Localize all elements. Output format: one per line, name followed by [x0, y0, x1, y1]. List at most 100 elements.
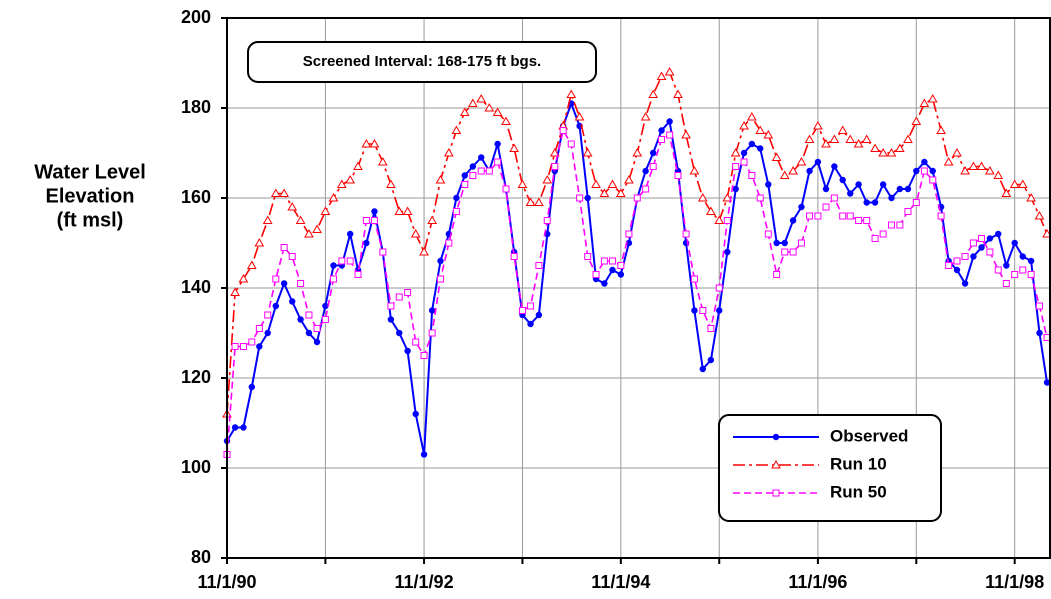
marker [377, 156, 388, 166]
y-axis-label: (ft msl) [57, 209, 124, 231]
marker [1011, 271, 1019, 278]
marker [336, 179, 347, 188]
marker [904, 208, 912, 215]
y-tick-label: 140 [181, 277, 211, 297]
marker [329, 275, 337, 283]
marker [649, 163, 657, 170]
marker [961, 280, 969, 287]
marker [494, 140, 501, 148]
marker [813, 120, 823, 130]
marker [689, 165, 700, 175]
marker [763, 129, 774, 139]
marker [492, 107, 503, 116]
marker [845, 134, 856, 143]
marker [427, 215, 438, 224]
marker [723, 217, 731, 224]
marker [338, 257, 346, 265]
marker [240, 424, 247, 431]
marker [985, 165, 995, 175]
marker [740, 149, 748, 157]
marker [354, 271, 362, 278]
marker [371, 208, 378, 215]
marker [779, 170, 790, 179]
marker [1036, 329, 1043, 337]
marker [739, 120, 749, 130]
marker [485, 167, 493, 175]
marker [615, 188, 626, 197]
marker [716, 307, 723, 314]
marker [412, 410, 419, 418]
marker [691, 307, 698, 314]
marker [246, 260, 257, 269]
marker [829, 134, 840, 143]
marker [952, 147, 962, 157]
marker [673, 89, 683, 98]
marker [379, 248, 387, 256]
marker [313, 325, 321, 332]
marker [821, 138, 831, 148]
marker [476, 93, 487, 103]
marker [831, 163, 838, 170]
marker [953, 266, 961, 274]
marker [231, 343, 239, 350]
annotation-box [247, 41, 597, 83]
marker [280, 244, 288, 251]
marker [584, 253, 592, 260]
marker [697, 192, 708, 202]
y-tick-label: 180 [181, 97, 211, 117]
marker [591, 179, 601, 188]
marker [888, 194, 895, 202]
marker [871, 199, 879, 206]
x-tick-label: 11/1/90 [197, 572, 256, 592]
x-tick-label: 11/1/96 [788, 572, 847, 592]
marker [839, 212, 847, 220]
y-axis-label: Water Level [34, 161, 146, 183]
marker [270, 188, 281, 197]
legend-marker [772, 433, 780, 441]
series-line [226, 70, 1048, 415]
marker [305, 311, 313, 319]
marker [428, 329, 436, 337]
marker [369, 138, 380, 148]
marker [664, 66, 675, 76]
marker [1002, 280, 1010, 287]
marker [855, 217, 863, 224]
marker [896, 221, 904, 229]
marker [502, 185, 510, 193]
marker [771, 152, 782, 161]
marker [509, 143, 519, 152]
marker [231, 424, 239, 431]
legend-marker [771, 459, 781, 469]
marker [699, 307, 707, 314]
marker [477, 167, 485, 175]
y-tick-label: 100 [181, 457, 211, 477]
marker [452, 208, 460, 215]
marker [730, 147, 741, 157]
marker [330, 262, 337, 269]
marker [396, 329, 403, 337]
marker [861, 134, 872, 143]
marker [1017, 179, 1028, 188]
marker [582, 147, 593, 157]
marker [1027, 271, 1035, 278]
legend-label: Run 50 [830, 482, 887, 501]
marker [814, 212, 822, 220]
marker [903, 134, 913, 143]
marker [846, 212, 854, 220]
marker [404, 289, 412, 296]
marker [279, 188, 290, 197]
marker [995, 230, 1002, 238]
marker [707, 356, 715, 364]
x-tick-label: 11/1/94 [591, 572, 650, 592]
marker [428, 307, 436, 314]
marker [566, 89, 577, 98]
marker [527, 320, 534, 328]
marker [289, 298, 296, 305]
marker [886, 147, 897, 157]
marker [255, 325, 263, 332]
marker [912, 199, 920, 206]
legend-label: Run 10 [830, 454, 887, 473]
marker [1009, 179, 1020, 188]
marker [353, 161, 363, 170]
marker [254, 237, 265, 247]
